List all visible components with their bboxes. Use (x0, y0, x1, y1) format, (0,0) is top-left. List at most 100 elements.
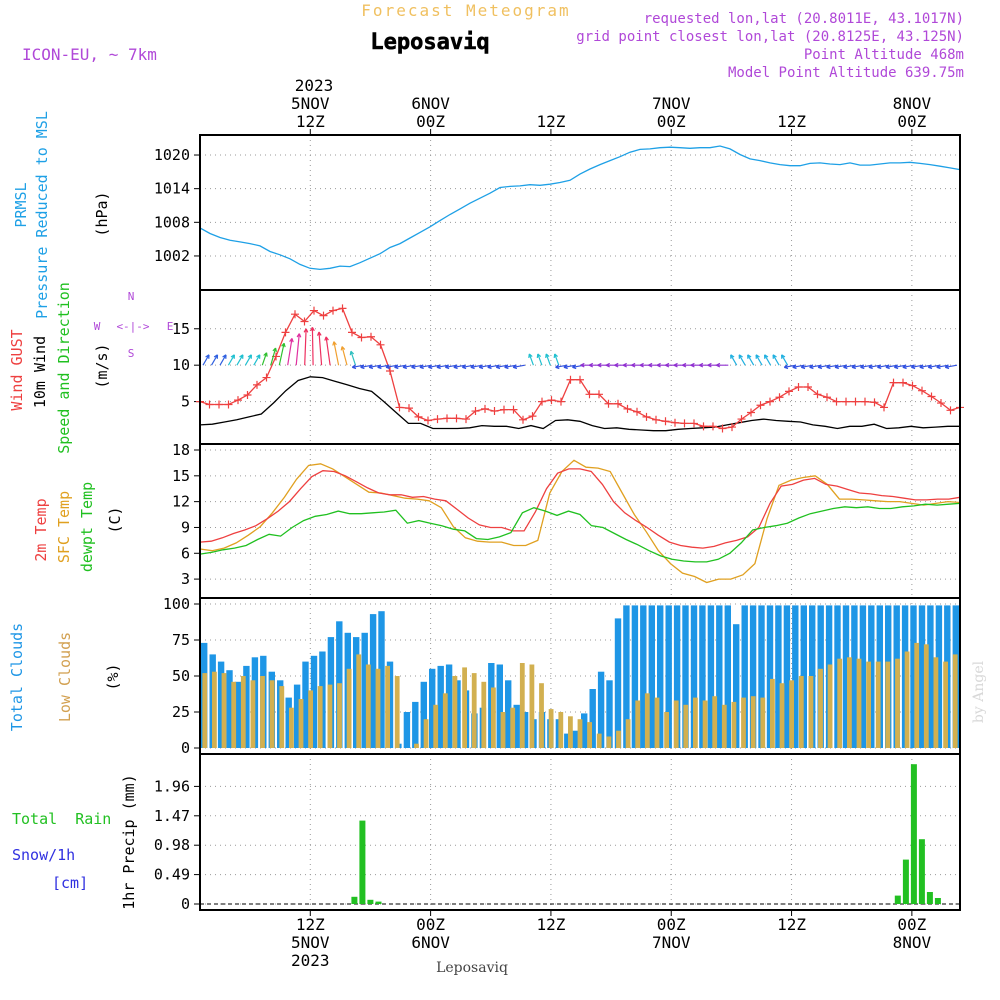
wind-direction-arrow (287, 338, 294, 366)
model-label: ICON-EU, ~ 7km (22, 45, 157, 64)
wind-direction-arrow (868, 364, 881, 370)
gust-marker (348, 328, 356, 337)
low-cloud-bar (539, 683, 544, 748)
low-cloud-bar (904, 651, 910, 748)
wind-direction-arrow (461, 364, 475, 370)
wind-gust-label: Wind GUST (8, 329, 26, 410)
wind-10m-line (199, 376, 960, 432)
compass-rose: N S W E <-|-> (94, 290, 174, 360)
low-cloud-bar (298, 699, 304, 748)
total-cloud-bar (927, 605, 934, 748)
low-cloud-bar (760, 697, 766, 748)
gust-marker (842, 397, 850, 406)
total-cloud-bar (513, 704, 520, 748)
total-cloud-bar (597, 671, 605, 748)
y-tick-label: 1.47 (154, 807, 190, 825)
total-cloud-bar (648, 605, 655, 748)
low-cloud-bar (269, 680, 275, 748)
gust-marker (576, 375, 584, 384)
gust-marker (946, 406, 955, 415)
low-cloud-bar (616, 730, 621, 748)
low-cloud-bar (260, 676, 265, 748)
total-cloud-bar (657, 605, 664, 748)
y-tick-label: 1008 (154, 213, 190, 231)
top-time-label: 8NOV (893, 94, 932, 113)
wind-direction-arrow (261, 352, 268, 366)
low-cloud-bar (385, 665, 390, 748)
low-cloud-bar (433, 704, 439, 748)
wind-direction-arrow (310, 327, 315, 366)
gust-marker (671, 418, 679, 427)
y-tick-label: 0.98 (154, 836, 190, 854)
top-time-label: 5NOV (291, 94, 330, 113)
gust-marker (215, 400, 223, 409)
total-cloud-bar (285, 697, 292, 748)
gust-marker (690, 419, 698, 428)
wind-direction-arrow (324, 336, 331, 366)
y-tick-label: 1014 (154, 180, 190, 198)
gust-marker (424, 416, 432, 425)
watermark: by Angel (971, 660, 987, 723)
bottom-time-label: 6NOV (411, 933, 450, 952)
wind-direction-arrow (394, 364, 407, 370)
top-time-label: 12Z (296, 112, 325, 131)
gust-marker (851, 397, 860, 406)
y-tick-label: 1002 (154, 247, 190, 265)
total-cloud-bar (429, 668, 436, 748)
y-tick-label: 9 (181, 518, 190, 536)
low-cloud-bar (423, 719, 429, 748)
gust-marker (775, 393, 784, 402)
low-cloud-bar (558, 712, 564, 748)
wind-direction-arrow (340, 346, 348, 366)
low-cloud-label: Low Clouds (56, 632, 74, 722)
top-time-label: 00Z (657, 112, 686, 131)
wind-direction-arrow (755, 354, 763, 366)
gust-marker (367, 332, 375, 341)
y-tick-label: 5 (181, 393, 190, 411)
low-cloud-bar (914, 642, 920, 748)
low-cloud-bar (885, 661, 891, 748)
low-cloud-bar (625, 719, 631, 748)
total-cloud-bar (403, 712, 411, 748)
wind-direction-arrow (487, 364, 500, 370)
gust-marker (414, 412, 423, 421)
gust-marker (756, 401, 765, 410)
low-cloud-bar (933, 657, 939, 748)
total-cloud-bar (445, 664, 453, 748)
compass-south: S (128, 347, 135, 360)
total-cloud-bar (724, 605, 731, 748)
total-cloud-bar (707, 605, 715, 748)
gust-marker (661, 417, 670, 426)
gust-marker (880, 403, 888, 412)
gust-marker (281, 328, 290, 337)
total-cloud-bar (505, 680, 512, 748)
low-cloud-bar (827, 664, 833, 748)
gust-marker (490, 407, 499, 416)
sfc-temp-line (199, 459, 961, 584)
snow-label: Snow/1h (12, 846, 75, 864)
y-tick-label: 12 (172, 493, 190, 511)
low-cloud-bar (770, 678, 775, 748)
total-cloud-bar (606, 680, 613, 748)
wind-direction-arrow (253, 354, 261, 366)
dewpt-line (199, 502, 961, 563)
wind-direction-arrow (360, 364, 373, 370)
low-cloud-bar (365, 664, 371, 748)
model-altitude: Model Point Altitude 639.75m (728, 65, 964, 81)
total-cloud-bar (842, 605, 850, 748)
low-cloud-bar (240, 676, 246, 748)
total-cloud-bar (783, 605, 791, 748)
wind-panel: Wind GUST 10m Wind Speed and Direction (… (8, 282, 961, 454)
low-cloud-bar (943, 661, 948, 748)
precip-units: 1hr Precip (mm) (120, 774, 138, 909)
wind-direction-arrow (783, 364, 797, 370)
top-time-label: 12Z (777, 112, 806, 131)
precip-bar (351, 896, 358, 904)
total-cloud-bar (631, 605, 639, 748)
panel-border (199, 753, 961, 911)
wind-direction-arrow (747, 354, 755, 366)
gust-marker (785, 387, 793, 396)
gust-marker (538, 397, 546, 406)
total-cloud-bar (293, 684, 301, 748)
